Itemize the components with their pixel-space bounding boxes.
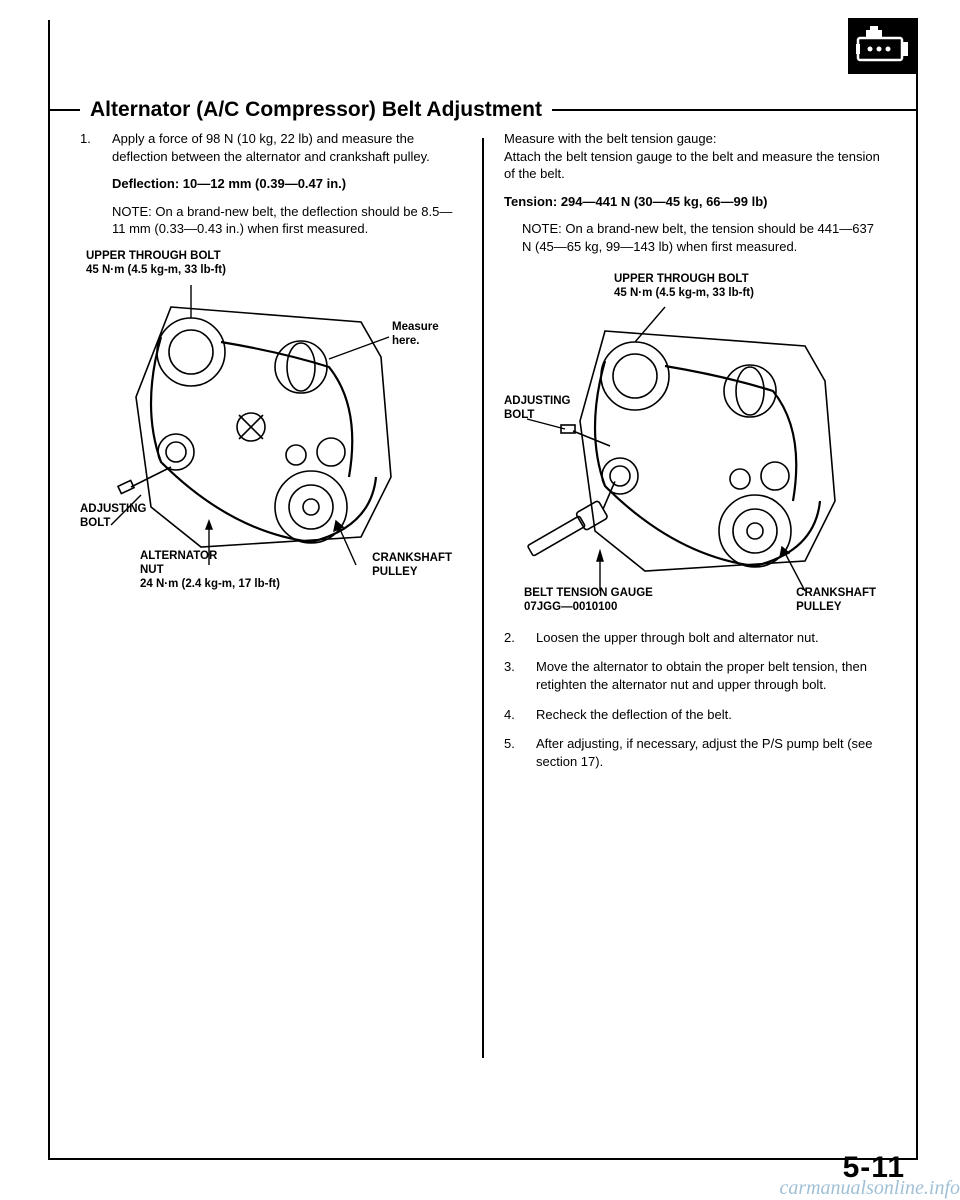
engine-icon — [848, 18, 918, 74]
upper-bolt-r-l2: 45 N·m (4.5 kg-m, 33 lb-ft) — [614, 287, 886, 301]
tension-value: 294—441 N (30—45 kg, 66—99 lb) — [561, 194, 768, 209]
column-divider — [482, 138, 484, 1058]
deflection-value: 10—12 mm (0.39—0.47 in.) — [183, 176, 346, 191]
crankshaft-l2: PULLEY — [372, 566, 452, 580]
deflection-label: Deflection: — [112, 176, 179, 191]
section-title: Alternator (A/C Compressor) Belt Adjustm… — [80, 98, 552, 122]
right-note: NOTE: On a brand-new belt, the tension s… — [504, 220, 886, 255]
section-title-row: Alternator (A/C Compressor) Belt Adjustm… — [48, 98, 918, 122]
upper-bolt-label-2: 45 N·m (4.5 kg-m, 33 lb-ft) — [86, 264, 462, 278]
figure-left: UPPER THROUGH BOLT 45 N·m (4.5 kg-m, 33 … — [80, 250, 462, 588]
step-number: 4. — [504, 706, 522, 724]
engine-drawing-right: ADJUSTING BOLT BELT TENSION GAUGE 07JGG—… — [504, 301, 886, 611]
alternator-nut-l1: ALTERNATOR — [140, 550, 280, 564]
intro-line-1: Measure with the belt tension gauge: — [504, 130, 886, 148]
adjusting-bolt-r: ADJUSTING BOLT — [504, 395, 570, 421]
upper-bolt-r-l1: UPPER THROUGH BOLT — [614, 273, 886, 287]
measure-here-label: Measure here. — [392, 321, 439, 347]
step-number: 2. — [504, 629, 522, 647]
figure-right: UPPER THROUGH BOLT 45 N·m (4.5 kg-m, 33 … — [504, 273, 886, 611]
engine-drawing-left: Measure here. ADJUSTING BOLT ALTERNATOR … — [80, 277, 462, 587]
watermark: carmanualsonline.info — [779, 1177, 960, 1200]
step-number: 1. — [80, 130, 98, 238]
left-column: 1. Apply a force of 98 N (10 kg, 22 lb) … — [80, 130, 462, 1098]
alternator-nut-l3: 24 N·m (2.4 kg-m, 17 lb-ft) — [140, 578, 280, 592]
intro-line-2: Attach the belt tension gauge to the bel… — [504, 148, 886, 183]
step-text: Apply a force of 98 N (10 kg, 22 lb) and… — [112, 130, 462, 165]
upper-bolt-label-1: UPPER THROUGH BOLT — [86, 250, 462, 264]
note-text: NOTE: On a brand-new belt, the deflectio… — [112, 203, 462, 238]
step-text: Move the alternator to obtain the proper… — [536, 658, 886, 693]
adjusting-bolt-label: ADJUSTING BOLT — [80, 503, 146, 529]
belt-gauge-l1: BELT TENSION GAUGE — [524, 587, 653, 601]
step-4: 4. Recheck the deflection of the belt. — [504, 706, 886, 724]
right-column: Measure with the belt tension gauge: Att… — [504, 130, 886, 1098]
step-text: Loosen the upper through bolt and altern… — [536, 629, 886, 647]
page-frame: Alternator (A/C Compressor) Belt Adjustm… — [48, 20, 918, 1160]
belt-gauge-l2: 07JGG—0010100 — [524, 601, 653, 615]
step-2: 2. Loosen the upper through bolt and alt… — [504, 629, 886, 647]
step-5: 5. After adjusting, if necessary, adjust… — [504, 735, 886, 770]
step-text: Recheck the deflection of the belt. — [536, 706, 886, 724]
step-number: 3. — [504, 658, 522, 693]
step-3: 3. Move the alternator to obtain the pro… — [504, 658, 886, 693]
crankshaft-r-l1: CRANKSHAFT — [796, 587, 876, 601]
alternator-nut-l2: NUT — [140, 564, 280, 578]
step-1: 1. Apply a force of 98 N (10 kg, 22 lb) … — [80, 130, 462, 238]
crankshaft-l1: CRANKSHAFT — [372, 552, 452, 566]
tension-label: Tension: — [504, 194, 557, 209]
step-number: 5. — [504, 735, 522, 770]
content-columns: 1. Apply a force of 98 N (10 kg, 22 lb) … — [80, 130, 886, 1098]
crankshaft-r-l2: PULLEY — [796, 601, 876, 615]
step-text: After adjusting, if necessary, adjust th… — [536, 735, 886, 770]
